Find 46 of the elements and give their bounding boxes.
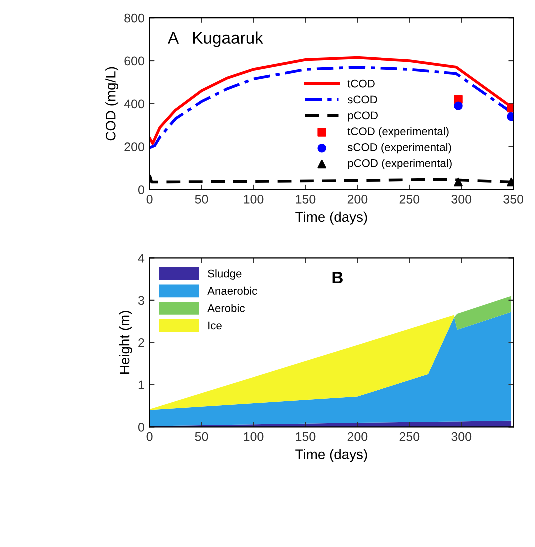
y-tick-label: 800 [124,14,144,23]
x-axis-title: Time (days) [296,212,368,225]
y-tick-label: 3 [138,296,144,306]
y-tick-label: 0 [138,423,144,432]
x-tick-label: 100 [244,432,264,442]
x-tick-label: 300 [452,195,472,204]
legend-label: pCOD [348,112,378,122]
annotation: B [332,272,343,284]
legend-label: Anaerobic [208,286,258,296]
legend-label: sCOD (experimental) [348,143,452,154]
point [507,112,514,122]
legend-label: Aerobic [208,304,245,312]
x-tick-label: 0 [146,432,153,442]
legend-label: tCOD [348,80,375,88]
legend-label: Sludge [208,270,242,280]
y-tick-label: 400 [124,100,144,109]
y-axis-title: COD (mg/L) [106,67,119,141]
x-tick-label: 50 [195,195,208,204]
y-tick-label: 4 [138,254,145,263]
legend-label: pCOD (experimental) [348,159,452,170]
x-axis-title: Time (days) [296,449,368,462]
legend-label: tCOD (experimental) [348,127,449,138]
x-tick-label: 300 [452,432,472,442]
x-tick-label: 200 [348,195,368,204]
x-tick-label: 250 [400,195,420,204]
y-axis-title: Height (m) [119,311,132,374]
legend-label: Ice [208,322,222,330]
legend-label: sCOD [348,96,378,104]
annotation: A Kugaaruk [168,32,264,48]
x-tick-label: 250 [400,432,420,442]
y-tick-label: 600 [124,56,144,66]
point [454,102,463,110]
x-tick-label: 50 [195,432,208,442]
point [507,104,514,113]
y-tick-label: 1 [138,380,144,390]
point [454,178,463,187]
x-tick-label: 150 [296,432,316,442]
x-tick-label: 350 [504,195,524,204]
y-tick-label: 0 [138,186,144,194]
point [507,178,514,187]
y-tick-label: 200 [124,142,144,152]
x-tick-label: 100 [244,195,264,204]
x-tick-label: 150 [296,195,316,204]
x-tick-label: 200 [348,432,368,442]
y-tick-label: 2 [138,338,144,348]
x-tick-label: 0 [146,195,153,204]
